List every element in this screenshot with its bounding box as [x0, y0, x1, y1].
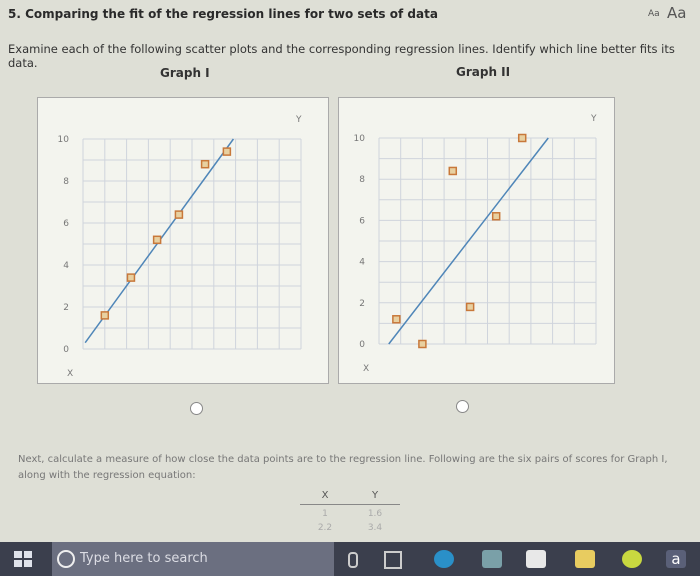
header-y: Y: [371, 490, 379, 501]
data-point: [418, 339, 427, 349]
graph-2-radio[interactable]: [456, 400, 469, 413]
data-point: [517, 133, 527, 143]
graph-2-title: Graph II: [456, 65, 511, 79]
y-tick-label: 0: [63, 345, 69, 355]
data-point: [174, 210, 184, 219]
y-tick-label: 6: [63, 219, 69, 229]
data-point: [392, 315, 401, 324]
regression-line: [388, 137, 549, 345]
cell-x: 2.2: [317, 523, 333, 533]
sticky-notes-icon[interactable]: [575, 550, 595, 568]
cell-y: 1.6: [367, 509, 383, 519]
y-tick-label: 8: [359, 175, 365, 185]
next-instructions: Next, calculate a measure of how close t…: [18, 454, 668, 481]
y-tick-label: 6: [359, 216, 365, 226]
graph-2-plot: 0 2 4 6 8 10 X Y: [354, 114, 597, 374]
microphone-icon[interactable]: [348, 552, 358, 568]
graph-2: 0 2 4 6 8 10 X Y: [338, 97, 615, 384]
table-row: 2.2 3.4: [300, 523, 400, 533]
file-explorer-icon[interactable]: [482, 550, 502, 568]
search-input[interactable]: Type here to search: [80, 551, 208, 566]
data-point: [200, 159, 210, 169]
cortana-icon[interactable]: [57, 550, 75, 568]
windows-start-icon[interactable]: [14, 551, 32, 567]
question-title: 5. Comparing the fit of the regression l…: [8, 7, 438, 21]
table-header: X Y: [300, 490, 400, 505]
y-tick-label: 8: [63, 177, 69, 187]
edge-icon[interactable]: [434, 550, 454, 568]
y-tick-label: 10: [58, 135, 70, 145]
data-point: [465, 302, 475, 312]
font-size-small-button[interactable]: Aa: [648, 9, 660, 19]
data-point: [491, 212, 501, 221]
data-point: [126, 273, 136, 282]
x-axis-label: X: [363, 364, 369, 374]
data-point: [100, 311, 110, 320]
font-size-large-button[interactable]: Aa: [667, 4, 687, 22]
instructions: Examine each of the following scatter pl…: [8, 42, 675, 70]
table-row: 1 1.6: [300, 509, 400, 519]
graph-1-title: Graph I: [160, 66, 210, 80]
graph-1-radio[interactable]: [190, 402, 203, 415]
data-point: [152, 235, 162, 245]
graph-1-plot: 0 2 4 6 8 10 X Y: [58, 115, 302, 379]
y-tick-label: 4: [63, 261, 69, 271]
cell-y: 3.4: [367, 523, 383, 533]
search-box[interactable]: [52, 542, 334, 576]
y-tick-label: 2: [359, 299, 365, 309]
y-tick-label: 2: [63, 303, 69, 313]
header-x: X: [321, 490, 329, 501]
x-axis-label: X: [67, 369, 73, 379]
amazon-icon[interactable]: a: [666, 550, 686, 568]
cell-x: 1: [322, 509, 328, 519]
task-view-icon[interactable]: [384, 551, 402, 569]
graph-1: 0 2 4 6 8 10 X Y: [37, 97, 329, 384]
y-axis-label: Y: [295, 115, 302, 125]
y-tick-label: 4: [359, 258, 365, 268]
y-tick-label: 10: [354, 134, 366, 144]
scores-table: X Y 1 1.6 2.2 3.4: [300, 490, 400, 533]
y-tick-label: 0: [359, 340, 365, 350]
store-icon[interactable]: [526, 550, 546, 568]
spotify-icon[interactable]: [622, 550, 642, 568]
y-axis-label: Y: [590, 114, 597, 124]
data-point: [222, 147, 232, 156]
data-point: [448, 166, 458, 176]
